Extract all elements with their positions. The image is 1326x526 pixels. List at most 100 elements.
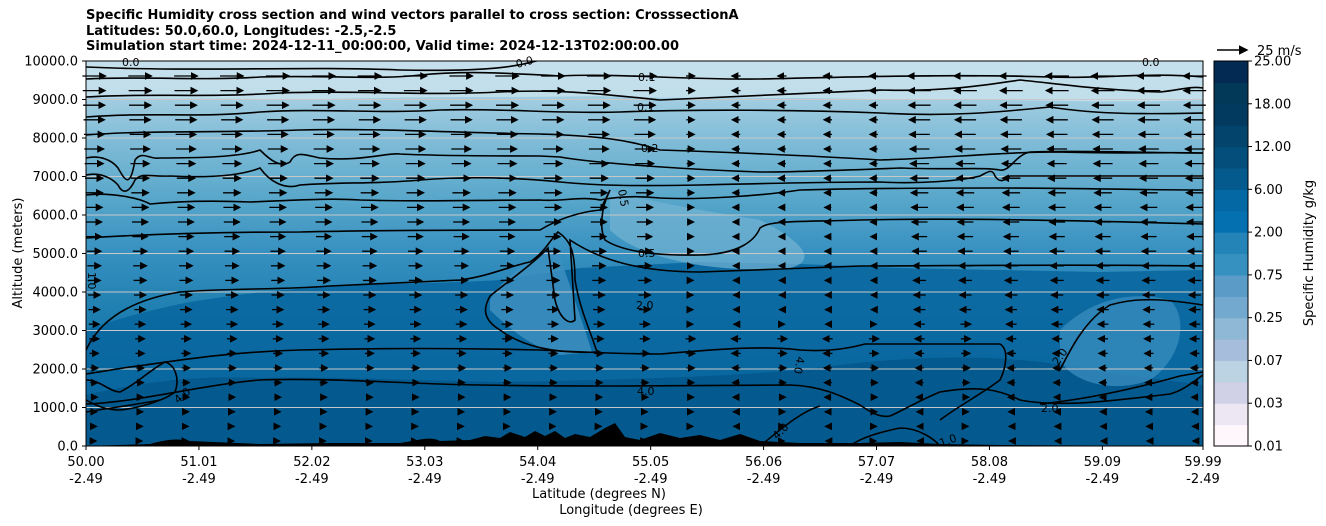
x-tick-label-lon: -2.49 xyxy=(860,472,894,487)
colorbar-segment xyxy=(1214,189,1248,212)
x-tick-label-lon: -2.49 xyxy=(1186,472,1220,487)
title-line-2: Latitudes: 50.0,60.0, Longitudes: -2.5,-… xyxy=(86,23,397,39)
colorbar-tick-label: 2.00 xyxy=(1254,226,1283,241)
colorbar-segment xyxy=(1214,381,1248,404)
x-tick-label-lon: -2.49 xyxy=(408,472,442,487)
colorbar-segment xyxy=(1214,232,1248,255)
colorbar-segment xyxy=(1214,125,1248,148)
colorbar-segment xyxy=(1214,210,1248,233)
x-axis-label-latitude: Latitude (degrees N) xyxy=(532,487,666,502)
colorbar-segment xyxy=(1214,424,1248,447)
contour-line xyxy=(86,343,1007,421)
chart-title: Specific Humidity cross section and wind… xyxy=(86,8,739,55)
contour-line xyxy=(86,230,1203,354)
x-tick-label-lat: 52.02 xyxy=(293,455,330,470)
contour-label: 4.0 xyxy=(791,355,807,374)
y-tick-label: 1000.0 xyxy=(33,401,79,416)
x-tick-label-lon: -2.49 xyxy=(521,472,555,487)
x-tick-label-lat: 55.05 xyxy=(632,455,669,470)
contour-label: 0.0 xyxy=(122,56,140,69)
colorbar-frame xyxy=(1213,60,1249,447)
contour-line xyxy=(86,61,540,72)
y-tick-label: 7000.0 xyxy=(33,170,79,185)
plot-area: 0.0 0.1 0.1 0.2 0.5 0.5 0.0 1.0 2.0 2.0 … xyxy=(82,54,1207,450)
contour-label: 4.0 xyxy=(637,385,655,398)
contour-line xyxy=(1059,298,1203,371)
x-tick-label-lat: 51.01 xyxy=(180,455,217,470)
x-tick-label-lon: -2.49 xyxy=(69,472,103,487)
y-tick-label: 3000.0 xyxy=(33,324,79,339)
contour-line xyxy=(849,427,941,446)
colorbar: 0.01 0.03 0.07 0.25 0.75 2.00 6.00 12.00 18.00 25… xyxy=(1213,55,1291,455)
contour-line xyxy=(86,149,1203,181)
colorbar-label: Specific Humidity g/kg xyxy=(1302,180,1317,326)
dry-patch-right xyxy=(1060,296,1181,387)
colorbar-segment xyxy=(1214,146,1248,169)
y-tick-label: 0.0 xyxy=(57,440,78,455)
colorbar-tick-label: 0.25 xyxy=(1254,311,1283,326)
quiver-key: 25 m/s xyxy=(1217,44,1302,59)
colorbar-segment xyxy=(1214,103,1248,126)
contour-label: 2.0 xyxy=(1041,402,1059,415)
title-line-3: Simulation start time: 2024-12-11_00:00:… xyxy=(86,39,679,54)
colorbar-segment xyxy=(1214,339,1248,362)
x-tick-label-lat: 58.08 xyxy=(971,455,1008,470)
colorbar-tick-label: 0.03 xyxy=(1254,397,1283,412)
x-tick-label-lat: 57.07 xyxy=(858,455,895,470)
wind-vectors xyxy=(82,72,1207,445)
x-axis-label-longitude: Longitude (degrees E) xyxy=(559,503,703,518)
x-tick-label-lon: -2.49 xyxy=(295,472,329,487)
colorbar-tick-label: 18.00 xyxy=(1254,97,1291,112)
upper-dry-layer xyxy=(86,61,1203,102)
quiver-key-label: 25 m/s xyxy=(1257,44,1302,59)
y-tick-label: 6000.0 xyxy=(33,209,79,224)
contour-line xyxy=(1039,371,1203,405)
x-tick-label-lat: 54.04 xyxy=(519,455,556,470)
colorbar-tick-label: 0.07 xyxy=(1254,354,1283,369)
contour-label: 0.1 xyxy=(638,71,656,84)
x-tick-label-lon: -2.49 xyxy=(1086,472,1120,487)
y-tick-label: 9000.0 xyxy=(33,93,79,108)
colorbar-segment xyxy=(1214,317,1248,340)
colorbar-segment xyxy=(1214,296,1248,319)
colorbar-tick-label: 0.01 xyxy=(1254,440,1283,455)
y-tick-label: 4000.0 xyxy=(33,286,79,301)
contour-label: 0.0 xyxy=(1142,56,1160,69)
contour-line xyxy=(86,361,178,411)
y-axis: 0.0 1000.0 2000.0 3000.0 4000.0 5000.0 6000.0 7… xyxy=(24,55,86,455)
contour-label: 0.5 xyxy=(638,247,656,260)
y-tick-label: 2000.0 xyxy=(33,363,79,378)
dry-patch xyxy=(610,190,805,270)
x-axis: 50.00 -2.49 51.01 -2.49 52.02 -2.49 53.03 -2.49… xyxy=(67,446,1222,487)
contour-label: 1.0 xyxy=(938,432,959,450)
y-tick-label: 5000.0 xyxy=(33,247,79,262)
colorbar-tick-label: 12.00 xyxy=(1254,140,1291,155)
lower-moist-layer xyxy=(86,357,1203,446)
colorbar-segment xyxy=(1214,274,1248,297)
x-tick-label-lon: -2.49 xyxy=(634,472,668,487)
dry-intrusion xyxy=(490,245,592,355)
colorbar-tick-label: 6.00 xyxy=(1254,183,1283,198)
x-tick-label-lon: -2.49 xyxy=(182,472,216,487)
colorbar-segment xyxy=(1214,82,1248,105)
x-tick-label-lat: 50.00 xyxy=(67,455,104,470)
contour-label: 0.0 xyxy=(514,54,534,71)
y-tick-label: 10000.0 xyxy=(24,55,78,70)
colorbar-tick-label: 0.75 xyxy=(1254,268,1283,283)
y-tick-label: 8000.0 xyxy=(33,132,79,147)
colorbar-segment xyxy=(1214,403,1248,426)
colorbar-segment xyxy=(1214,167,1248,190)
colorbar-segment xyxy=(1214,61,1248,83)
y-axis-label: Altitude (meters) xyxy=(11,198,26,309)
title-line-1: Specific Humidity cross section and wind… xyxy=(86,8,739,23)
x-tick-label-lat: 59.09 xyxy=(1084,455,1121,470)
contour-label: 0.5 xyxy=(615,188,631,207)
x-tick-label-lon: -2.49 xyxy=(973,472,1007,487)
contour-label: 0.1 xyxy=(637,101,655,114)
contour-line xyxy=(86,187,1203,205)
humidity-field-features xyxy=(86,61,1203,446)
x-tick-label-lon: -2.49 xyxy=(747,472,781,487)
colorbar-tick-label: 25.00 xyxy=(1254,55,1291,70)
contour-line xyxy=(759,405,821,446)
